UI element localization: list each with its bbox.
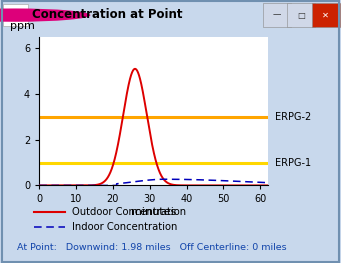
Text: ERPG-2: ERPG-2 (275, 112, 311, 122)
Text: —: — (272, 11, 281, 20)
Circle shape (0, 8, 90, 22)
Text: ERPG-1: ERPG-1 (275, 158, 311, 168)
Text: Outdoor Concentration: Outdoor Concentration (72, 207, 186, 217)
Text: □: □ (297, 11, 305, 20)
Text: Concentration at Point: Concentration at Point (32, 8, 183, 21)
FancyBboxPatch shape (263, 3, 291, 27)
Text: ✕: ✕ (322, 11, 329, 20)
Text: Indoor Concentration: Indoor Concentration (72, 222, 177, 232)
FancyBboxPatch shape (287, 3, 315, 27)
Text: At Point:   Downwind: 1.98 miles   Off Centerline: 0 miles: At Point: Downwind: 1.98 miles Off Cente… (17, 244, 287, 252)
FancyBboxPatch shape (3, 4, 28, 26)
X-axis label: minutes: minutes (131, 207, 176, 217)
Text: ppm: ppm (10, 21, 34, 31)
FancyBboxPatch shape (312, 3, 340, 27)
